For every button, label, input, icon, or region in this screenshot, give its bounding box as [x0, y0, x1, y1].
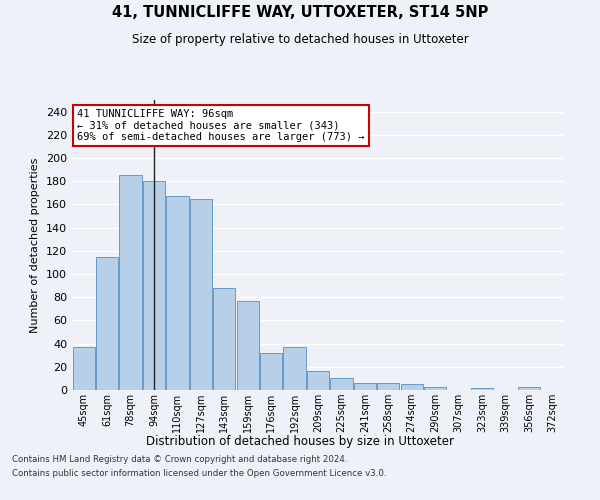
Text: Size of property relative to detached houses in Uttoxeter: Size of property relative to detached ho…: [131, 32, 469, 46]
Bar: [143, 181, 165, 390]
Bar: [96, 256, 118, 390]
Text: Contains public sector information licensed under the Open Government Licence v3: Contains public sector information licen…: [12, 469, 386, 478]
Bar: [401, 384, 423, 390]
Bar: [190, 198, 212, 390]
Bar: [424, 386, 446, 390]
Bar: [331, 378, 353, 390]
Y-axis label: Number of detached properties: Number of detached properties: [31, 158, 40, 332]
Bar: [73, 347, 95, 390]
Text: 41 TUNNICLIFFE WAY: 96sqm
← 31% of detached houses are smaller (343)
69% of semi: 41 TUNNICLIFFE WAY: 96sqm ← 31% of detac…: [77, 108, 364, 142]
Bar: [377, 383, 400, 390]
Bar: [518, 386, 540, 390]
Text: 41, TUNNICLIFFE WAY, UTTOXETER, ST14 5NP: 41, TUNNICLIFFE WAY, UTTOXETER, ST14 5NP: [112, 5, 488, 20]
Bar: [260, 353, 282, 390]
Bar: [119, 176, 142, 390]
Bar: [236, 300, 259, 390]
Bar: [166, 196, 188, 390]
Bar: [213, 288, 235, 390]
Bar: [307, 372, 329, 390]
Bar: [354, 383, 376, 390]
Text: Contains HM Land Registry data © Crown copyright and database right 2024.: Contains HM Land Registry data © Crown c…: [12, 456, 347, 464]
Bar: [471, 388, 493, 390]
Bar: [283, 347, 305, 390]
Text: Distribution of detached houses by size in Uttoxeter: Distribution of detached houses by size …: [146, 435, 454, 448]
